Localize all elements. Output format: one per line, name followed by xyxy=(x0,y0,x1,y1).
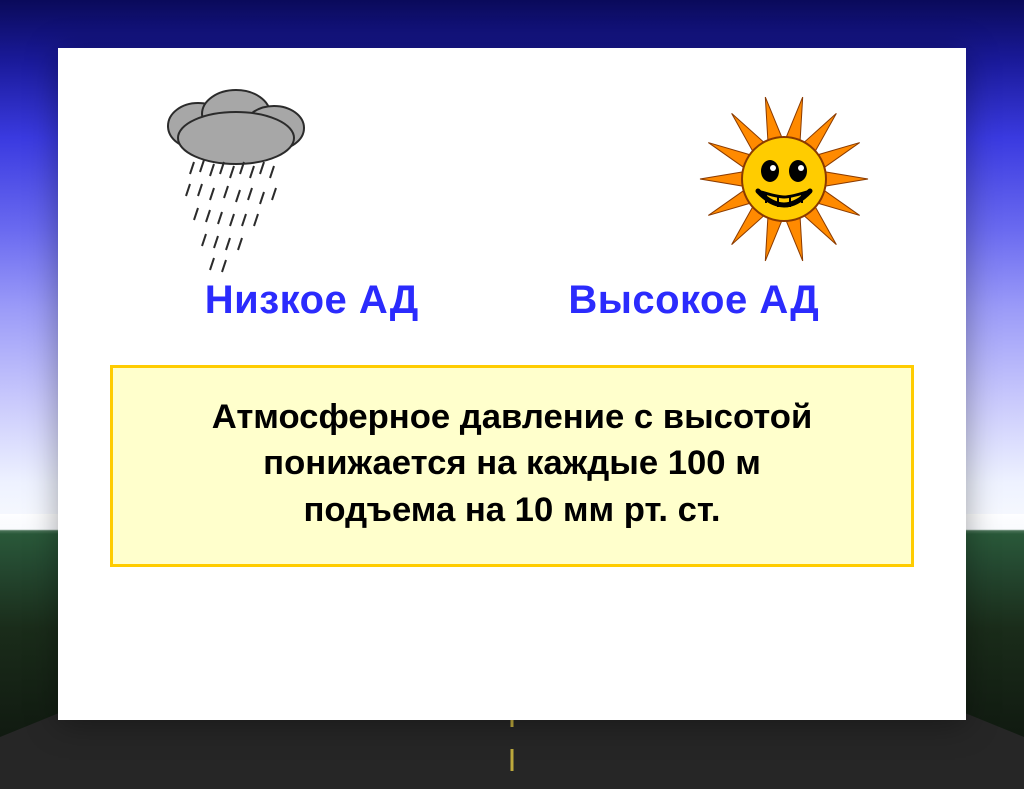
rain-cloud-icon xyxy=(140,84,340,284)
icons-row xyxy=(110,84,914,284)
smiling-sun-icon xyxy=(684,84,884,284)
fact-line: Атмосферное давление с высотой xyxy=(141,394,883,441)
fact-box: Атмосферное давление с высотой понижаетс… xyxy=(110,365,914,567)
high-pressure-label: Высокое АД xyxy=(568,278,819,323)
low-pressure-label: Низкое АД xyxy=(205,278,419,323)
slide-card: Низкое АД Высокое АД Атмосферное давлени… xyxy=(58,48,966,720)
labels-row: Низкое АД Высокое АД xyxy=(110,278,914,323)
fact-line: понижается на каждые 100 м xyxy=(141,440,883,487)
fact-line: подъема на 10 мм рт. ст. xyxy=(141,487,883,534)
